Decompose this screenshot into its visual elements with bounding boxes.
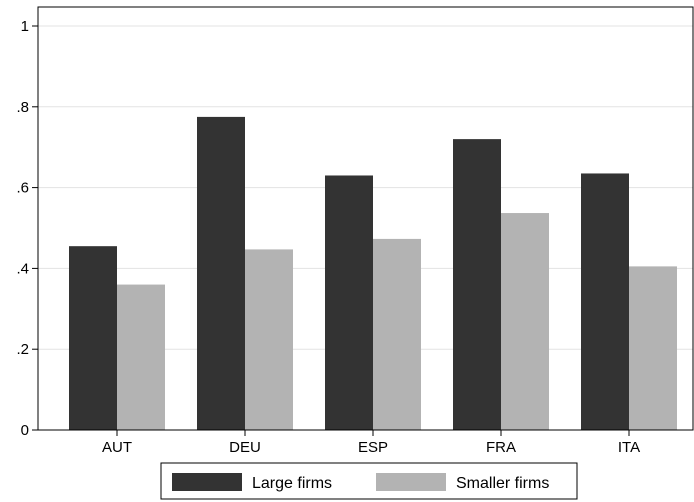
bar-large-firms-esp bbox=[325, 175, 373, 430]
bar-large-firms-ita bbox=[581, 173, 629, 430]
x-tick-label: ESP bbox=[358, 439, 388, 456]
x-tick-label: AUT bbox=[102, 439, 132, 456]
legend: Large firms Smaller firms bbox=[160, 462, 578, 500]
x-axis: AUT DEU ESP FRA ITA bbox=[102, 430, 640, 456]
x-tick-label: ITA bbox=[618, 439, 640, 456]
legend-swatch-smaller-firms bbox=[376, 473, 446, 491]
x-tick-label: FRA bbox=[486, 439, 516, 456]
plot-area-frame bbox=[37, 6, 694, 431]
y-tick-label: .4 bbox=[16, 260, 29, 277]
bar-large-firms-deu bbox=[197, 116, 245, 431]
bar-large-firms-fra bbox=[453, 139, 501, 430]
x-tick-label: DEU bbox=[229, 439, 261, 456]
y-tick-label: 0 bbox=[21, 422, 29, 439]
bar-smaller-firms-ita bbox=[629, 266, 677, 430]
y-tick-label: 1 bbox=[21, 18, 29, 35]
legend-label-smaller-firms: Smaller firms bbox=[456, 475, 549, 492]
bar-smaller-firms-deu bbox=[245, 249, 293, 430]
bar-smaller-firms-esp bbox=[373, 238, 421, 430]
y-tick-label: .6 bbox=[16, 180, 29, 197]
legend-swatch-large-firms bbox=[172, 473, 242, 491]
legend-label-large-firms: Large firms bbox=[252, 475, 332, 492]
bars bbox=[69, 116, 677, 431]
y-axis: 0 .2 .4 .6 .8 1 bbox=[16, 18, 38, 439]
bar-smaller-firms-aut bbox=[117, 284, 165, 430]
bar-smaller-firms-fra bbox=[501, 213, 549, 430]
y-tick-label: .2 bbox=[16, 341, 29, 358]
y-tick-label: .8 bbox=[16, 99, 29, 116]
bar-large-firms-aut bbox=[69, 246, 117, 430]
